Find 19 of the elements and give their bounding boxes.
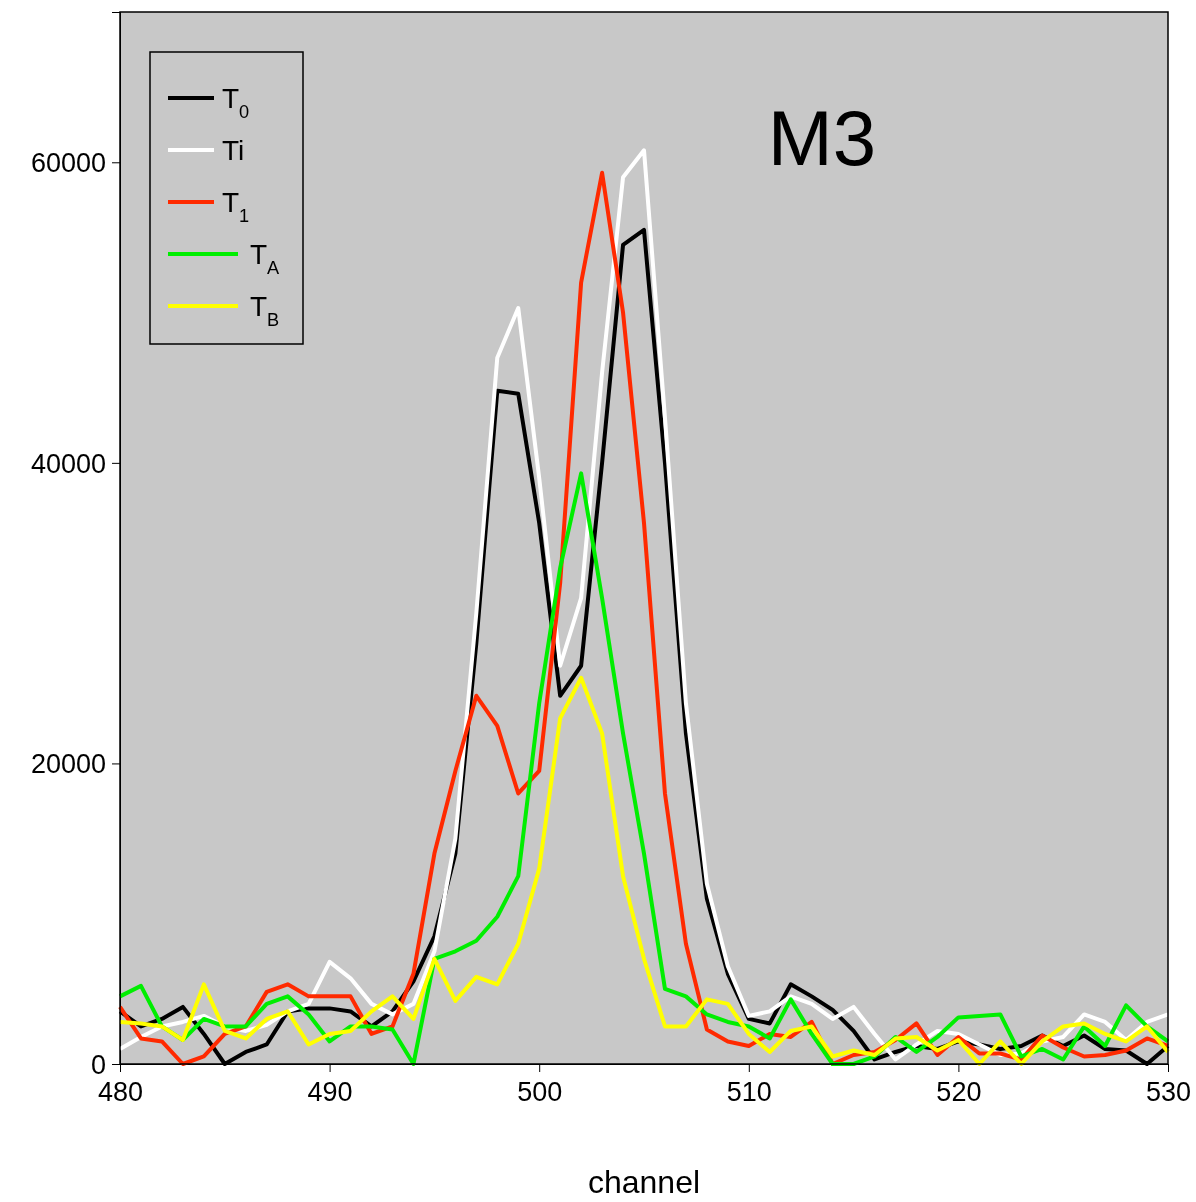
x-tick-label: 530 <box>1145 1077 1192 1108</box>
x-tick-label: 490 <box>307 1077 353 1108</box>
legend-label: T$_{A}$ <box>250 239 281 278</box>
x-tick-label: 510 <box>726 1077 772 1108</box>
legend-label: Ti <box>222 135 245 166</box>
y-tick-label: 60000 <box>30 148 106 179</box>
legend-label: T$_{1}$ <box>222 187 250 226</box>
x-tick-label: 520 <box>936 1077 982 1108</box>
line-series <box>118 675 1170 1066</box>
annotation: M3 <box>767 94 877 182</box>
legend-label: T$_{0}$ <box>222 83 250 122</box>
x-tick-label: 480 <box>97 1077 144 1108</box>
line-series <box>118 471 1170 1066</box>
x-tick-label: 500 <box>517 1077 563 1108</box>
y-tick-label: 0 <box>90 1049 106 1080</box>
x-axis-title: channel <box>587 1164 701 1200</box>
y-tick-label: 40000 <box>30 448 106 479</box>
y-tick-label: 20000 <box>30 749 106 780</box>
legend-label: T$_{B}$ <box>250 291 280 330</box>
